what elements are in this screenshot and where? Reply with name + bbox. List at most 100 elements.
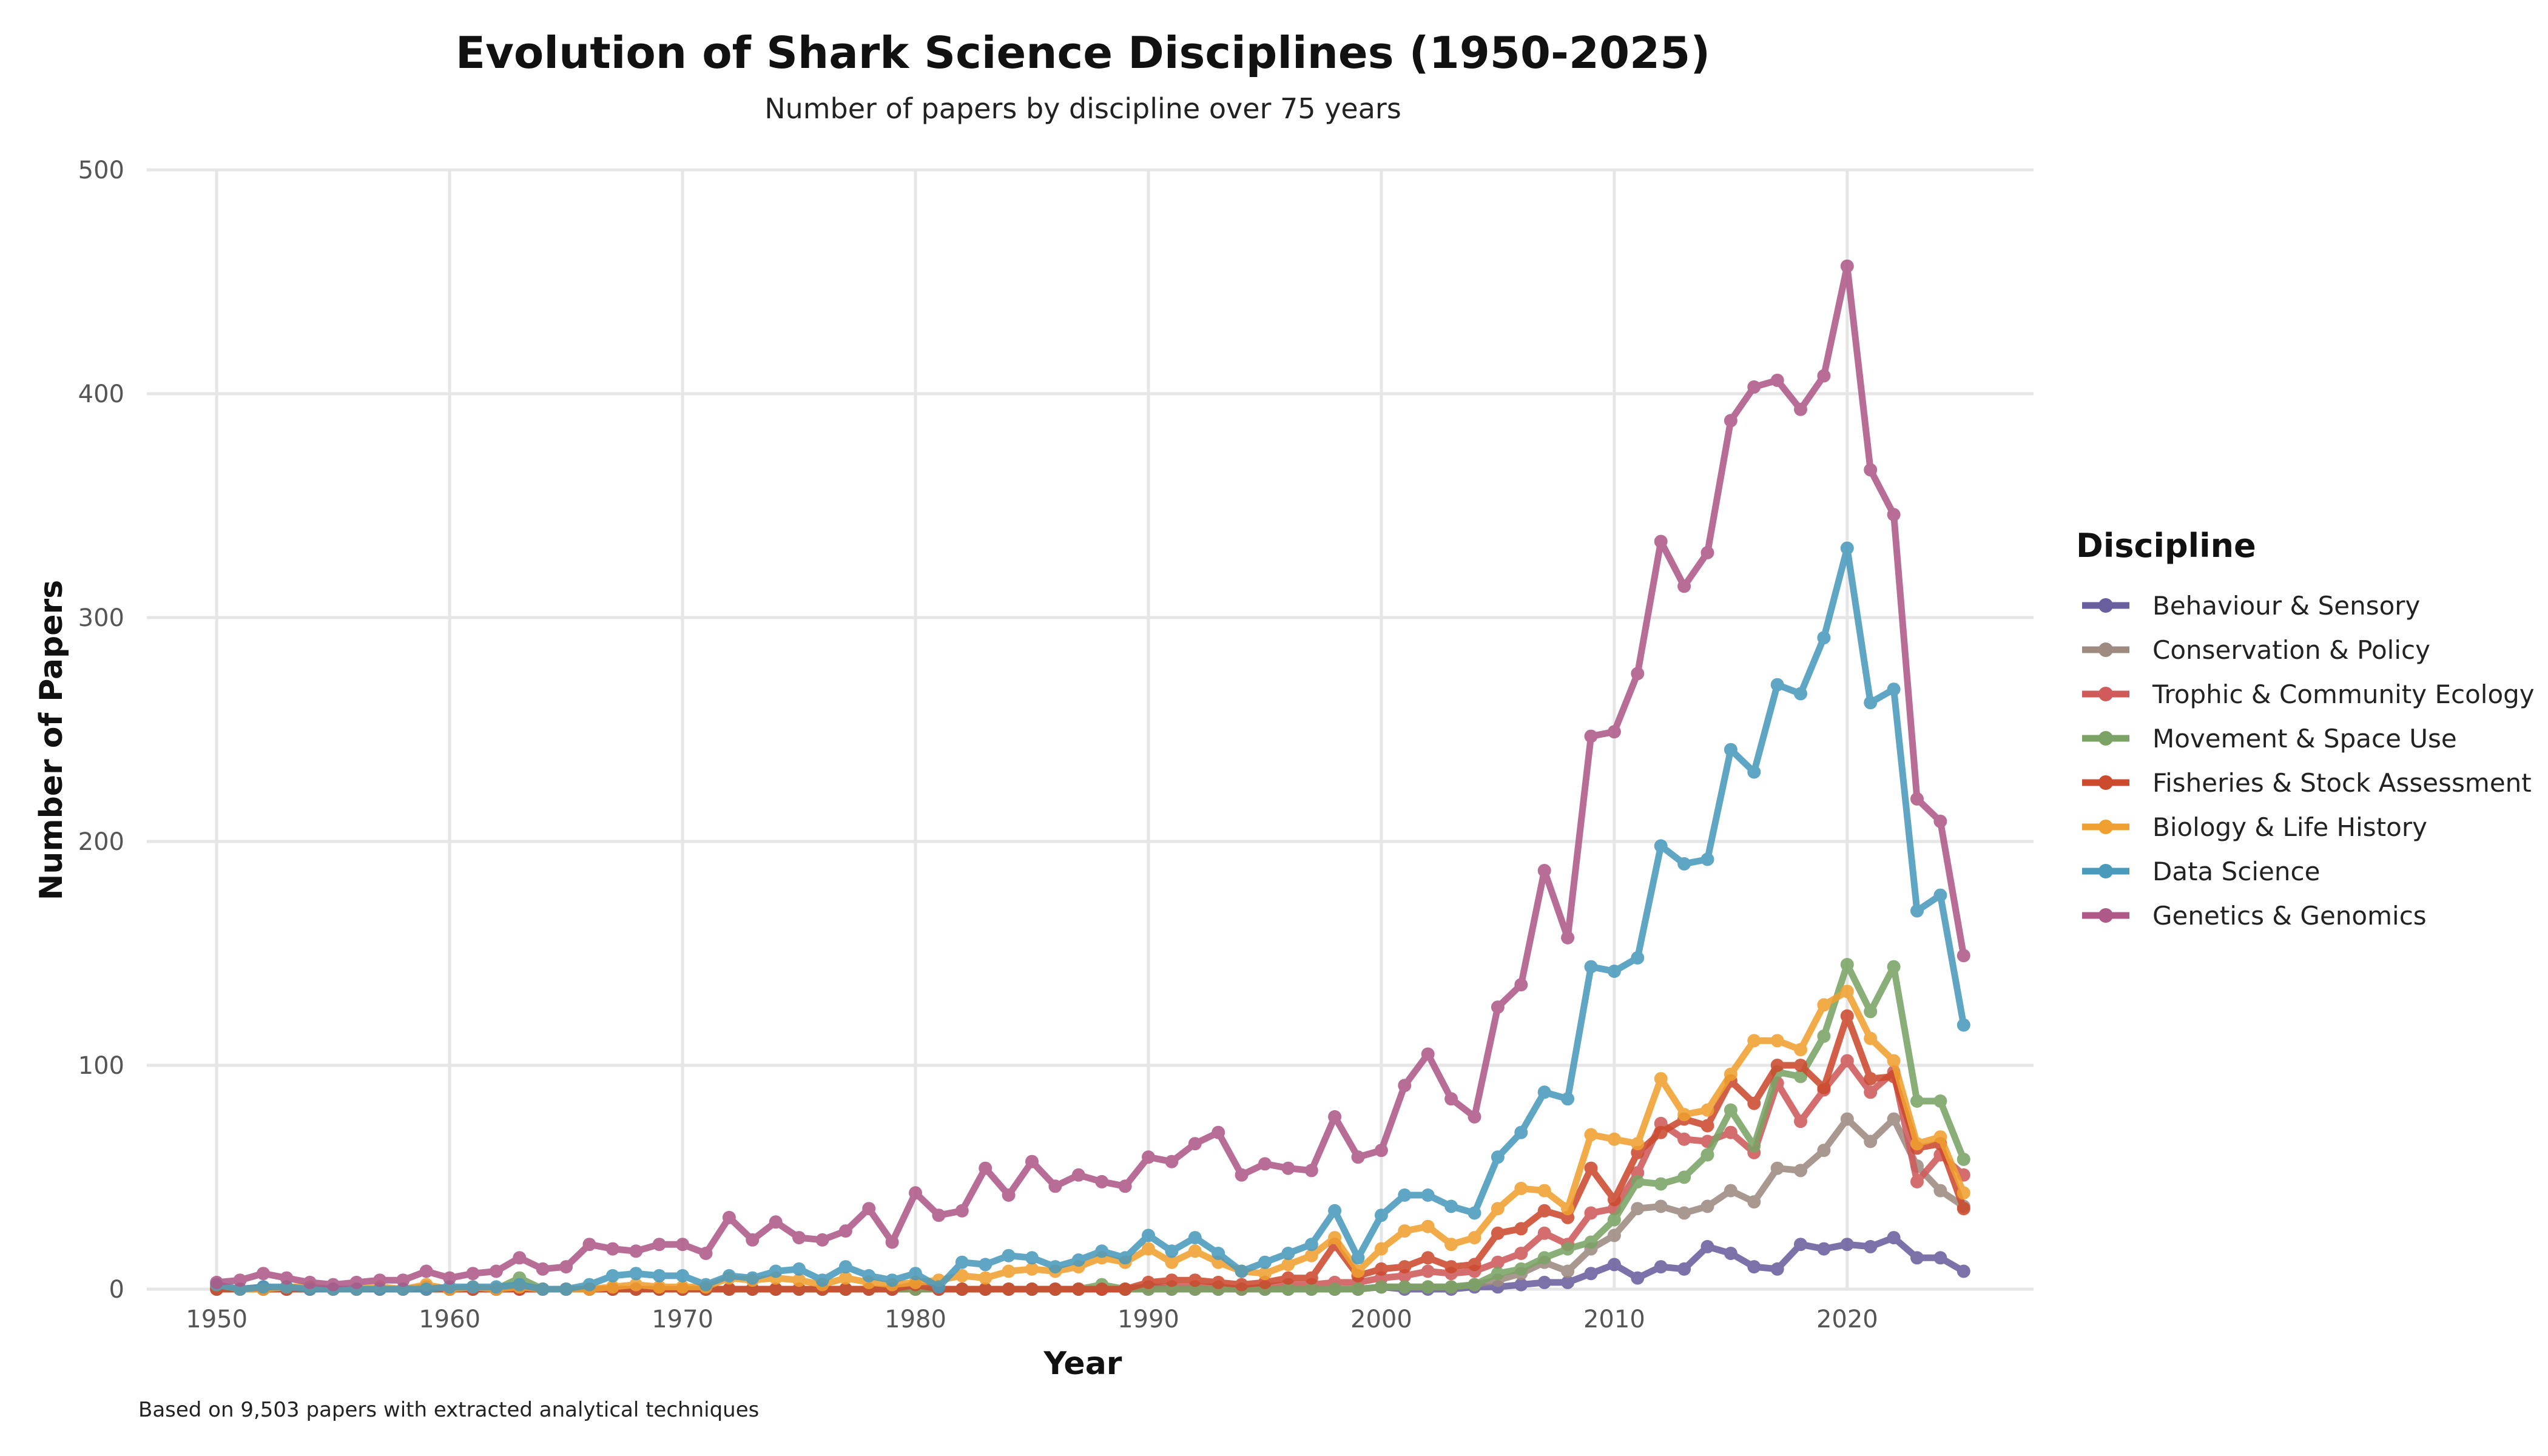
data-point: [1724, 1125, 1737, 1139]
legend-item-biology-and-life-history: Biology & Life History: [2082, 812, 2427, 842]
data-point: [1561, 1202, 1575, 1216]
data-point: [676, 1238, 690, 1252]
data-point: [1747, 1139, 1761, 1153]
data-point: [652, 1238, 666, 1252]
data-point: [1025, 1251, 1039, 1265]
data-point: [1188, 1231, 1202, 1245]
x-tick-label: 2010: [1583, 1306, 1645, 1333]
data-point: [1700, 546, 1714, 559]
data-point: [1956, 949, 1970, 963]
data-point: [1607, 725, 1621, 739]
data-point: [1258, 1157, 1272, 1171]
legend-label: Fisheries & Stock Assessment: [2152, 768, 2532, 798]
data-point: [1142, 1150, 1155, 1164]
data-point: [1514, 1278, 1528, 1292]
data-point: [233, 1273, 247, 1287]
data-point: [1840, 259, 1854, 273]
data-point: [1537, 1204, 1551, 1218]
data-point: [979, 1161, 993, 1175]
data-point: [1840, 958, 1854, 971]
data-point: [1747, 1195, 1761, 1209]
data-point: [1584, 1206, 1598, 1220]
data-point: [1956, 1186, 1970, 1200]
data-point: [1677, 1132, 1691, 1146]
data-point: [1468, 1110, 1481, 1124]
data-point: [1933, 814, 1947, 828]
data-point: [489, 1264, 503, 1278]
data-point: [536, 1262, 550, 1276]
data-point: [1537, 1251, 1551, 1265]
data-point: [1770, 373, 1784, 387]
data-point: [1165, 1244, 1179, 1258]
y-tick-label: 200: [78, 828, 124, 856]
data-point: [1514, 1222, 1528, 1236]
data-point: [1654, 1260, 1668, 1274]
data-point: [1724, 1103, 1737, 1117]
data-point: [676, 1280, 690, 1294]
data-point: [1770, 1059, 1784, 1072]
data-point: [1444, 1092, 1458, 1106]
data-point: [1258, 1267, 1272, 1281]
data-point: [1374, 1208, 1388, 1222]
data-point: [1631, 1271, 1645, 1285]
data-point: [1631, 1202, 1645, 1216]
data-point: [1864, 1072, 1878, 1086]
data-point: [1864, 1239, 1878, 1253]
legend-swatch-point: [2098, 642, 2113, 657]
data-point: [1933, 1094, 1947, 1108]
data-point: [1398, 1188, 1412, 1202]
data-point: [1281, 1271, 1295, 1285]
data-point: [1887, 1054, 1901, 1068]
data-point: [1165, 1154, 1179, 1168]
data-point: [1607, 1228, 1621, 1242]
x-tick-label: 1960: [419, 1306, 480, 1333]
data-point: [1561, 1242, 1575, 1256]
data-point: [513, 1251, 527, 1265]
data-point: [1537, 864, 1551, 877]
data-point: [1910, 1175, 1924, 1188]
data-point: [1631, 1137, 1645, 1151]
data-point: [1491, 1267, 1505, 1281]
data-point: [1700, 1119, 1714, 1133]
data-point: [1002, 1264, 1016, 1278]
data-point: [1188, 1137, 1202, 1151]
data-point: [1724, 1184, 1737, 1198]
data-point: [1654, 1177, 1668, 1191]
legend-item-movement-and-space-use: Movement & Space Use: [2082, 724, 2457, 753]
data-point: [1840, 1238, 1854, 1252]
data-point: [862, 1202, 876, 1216]
data-point: [1607, 1132, 1621, 1146]
data-point: [1235, 1264, 1249, 1278]
data-point: [1794, 1043, 1807, 1057]
data-point: [303, 1275, 317, 1289]
data-point: [1770, 1034, 1784, 1048]
data-point: [1840, 1112, 1854, 1126]
data-point: [1794, 1164, 1807, 1178]
x-tick-label: 1950: [186, 1306, 248, 1333]
data-point: [559, 1282, 573, 1296]
data-point: [1910, 1251, 1924, 1265]
x-axis-title: Year: [1043, 1346, 1122, 1382]
data-point: [1281, 1161, 1295, 1175]
legend-item-behaviour-and-sensory: Behaviour & Sensory: [2082, 591, 2420, 621]
data-point: [1142, 1228, 1155, 1242]
data-point: [1468, 1258, 1481, 1272]
data-point: [1304, 1238, 1318, 1252]
data-point: [1700, 1103, 1714, 1117]
data-point: [885, 1273, 899, 1287]
data-point: [909, 1186, 922, 1200]
data-point: [466, 1267, 480, 1281]
series-lines: [210, 259, 1970, 1296]
data-point: [466, 1280, 480, 1294]
y-tick-label: 100: [78, 1052, 124, 1080]
data-point: [1304, 1164, 1318, 1178]
data-point: [489, 1280, 503, 1294]
data-point: [1864, 1085, 1878, 1099]
data-point: [1700, 1148, 1714, 1162]
legend-swatch-point: [2098, 820, 2113, 834]
data-point: [1910, 792, 1924, 806]
data-point: [1794, 1238, 1807, 1252]
legend-label: Genetics & Genomics: [2152, 901, 2427, 931]
data-point: [1328, 1204, 1342, 1218]
